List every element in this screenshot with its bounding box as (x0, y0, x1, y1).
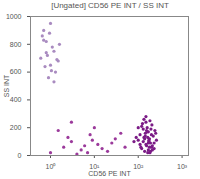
svg-text:10²: 10² (133, 163, 144, 170)
svg-text:600: 600 (10, 68, 22, 75)
svg-text:1000: 1000 (6, 13, 22, 20)
svg-text:10³: 10³ (177, 163, 188, 170)
html-text:[Ungated] CD56 PE INT / SS INT: [Ungated] CD56 PE INT / SS INT (51, 1, 169, 10)
svg-text:800: 800 (10, 41, 22, 48)
svg-text:0: 0 (18, 152, 22, 159)
svg-text:400: 400 (10, 96, 22, 103)
svg-text:200: 200 (10, 124, 22, 131)
svg-text:10¹: 10¹ (89, 163, 100, 171)
svg-text:CD56 PE INT: CD56 PE INT (88, 170, 131, 177)
svg-text:10⁰: 10⁰ (46, 163, 57, 170)
svg-text:SS INT: SS INT (3, 74, 10, 97)
